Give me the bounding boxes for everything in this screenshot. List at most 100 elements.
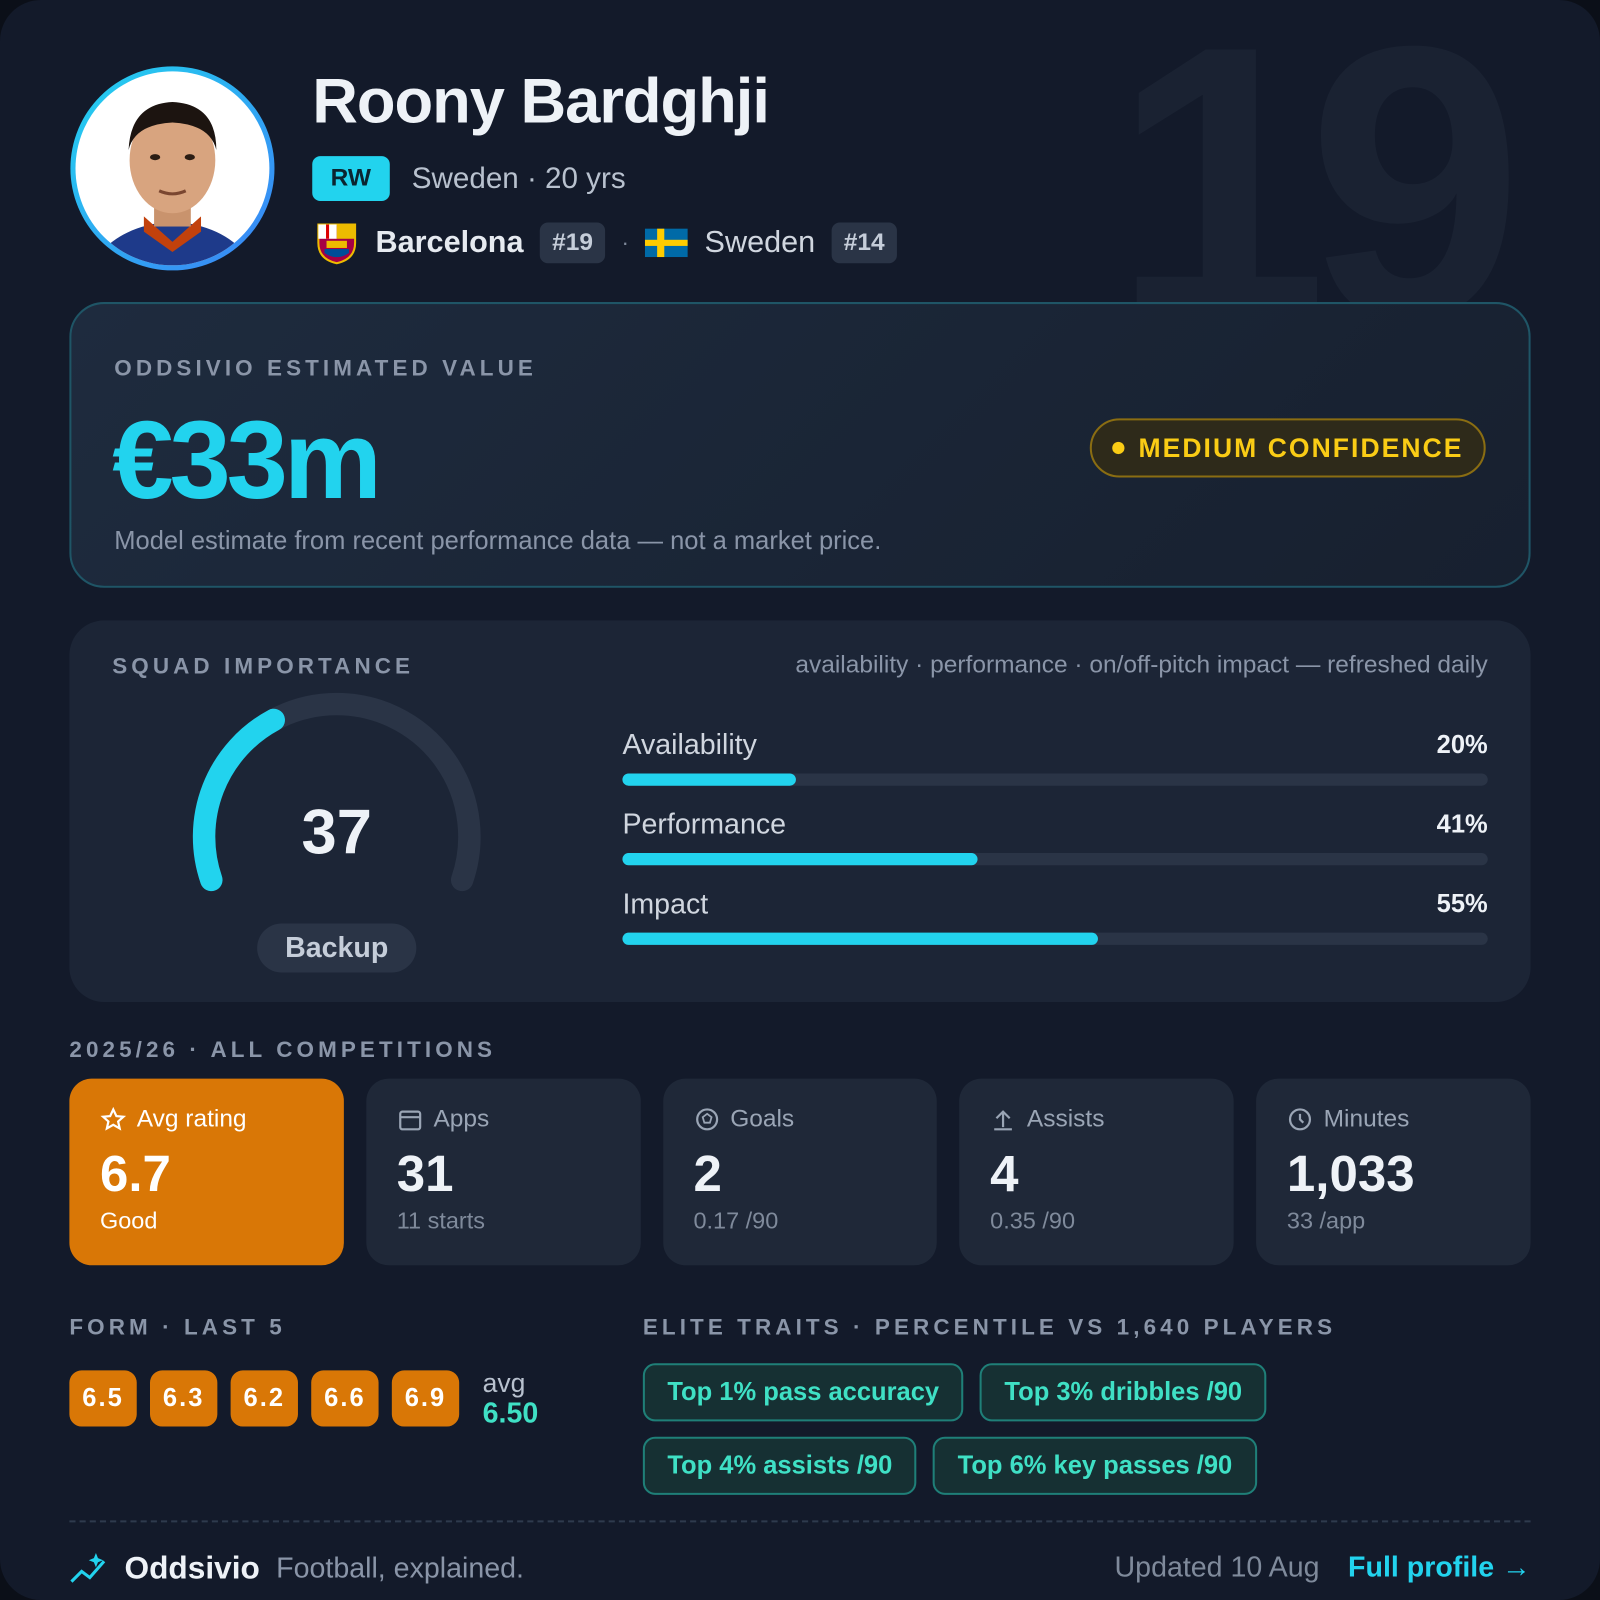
trait-chip: Top 4% assists /90 xyxy=(642,1436,917,1495)
club-crest xyxy=(317,223,357,265)
stat-label: Goals xyxy=(730,1105,795,1133)
gauge-fill xyxy=(192,708,285,892)
bar-name: Availability xyxy=(622,728,757,761)
stat-label: Apps xyxy=(433,1105,490,1133)
traits: Top 1% pass accuracy Top 3% dribbles /90 T… xyxy=(642,1363,1316,1495)
form-avg-value: 6.50 xyxy=(482,1396,539,1429)
national-team: Sweden xyxy=(704,225,816,260)
brand-logo xyxy=(70,1553,106,1583)
separator: · xyxy=(621,229,630,256)
form-rating: 6.9 xyxy=(391,1369,460,1427)
nationality-age: Sweden · 20 yrs xyxy=(411,161,626,195)
bar-track xyxy=(622,773,1488,786)
bar-value: 55% xyxy=(1436,889,1488,919)
stat-sub: 33 /app xyxy=(1286,1207,1366,1234)
updated: Updated 10 Aug xyxy=(1114,1551,1320,1583)
gauge: 37 xyxy=(192,692,481,892)
trait-chip: Top 1% pass accuracy xyxy=(642,1363,964,1422)
role-badge: Backup xyxy=(257,923,417,973)
stat-label: Minutes xyxy=(1323,1105,1410,1133)
stat-sub: Good xyxy=(99,1207,158,1234)
club-name: Barcelona xyxy=(375,225,524,260)
bar-value: 20% xyxy=(1436,730,1488,760)
value-panel: ODDSIVIO ESTIMATED VALUE €33m Model esti… xyxy=(69,302,1531,588)
stat-card: Assists 4 0.35 /90 xyxy=(959,1078,1234,1266)
stat-value: 2 xyxy=(693,1144,722,1203)
brand-tagline: Football, explained. xyxy=(276,1552,524,1584)
brand-row: Oddsivio Football, explained. xyxy=(69,1549,524,1588)
form-title: FORM · LAST 5 xyxy=(69,1314,286,1340)
stat-card: Goals 2 0.17 /90 xyxy=(662,1078,938,1266)
form-avg-label: avg xyxy=(482,1367,526,1398)
stat-card: Apps 31 11 starts xyxy=(366,1078,641,1266)
stat-label-row: Assists xyxy=(990,1105,1203,1134)
season-title: 2025/26 · ALL COMPETITIONS xyxy=(69,1036,497,1063)
stat-value: 4 xyxy=(990,1144,1019,1203)
position-badge: RW xyxy=(312,156,390,202)
confidence-text: MEDIUM CONFIDENCE xyxy=(1138,432,1464,463)
squad-panel: SQUAD IMPORTANCE availability · performa… xyxy=(69,620,1531,1003)
form-row: 6.5 6.3 6.2 6.6 6.9 avg 6.50 xyxy=(69,1367,538,1428)
stat-icon xyxy=(398,1110,422,1131)
stat-icon xyxy=(1289,1108,1312,1131)
stat-icon xyxy=(695,1108,718,1131)
value-amount: €33m xyxy=(112,397,382,522)
stat-sub: 0.17 /90 xyxy=(693,1207,779,1234)
stat-label-row: Goals xyxy=(693,1105,906,1134)
stat-value: 6.7 xyxy=(99,1144,171,1203)
bar-value: 41% xyxy=(1436,810,1488,839)
full-profile-link[interactable]: Full profile → xyxy=(1348,1551,1531,1583)
bars: Availability 20% Performance 41% Impact 55% xyxy=(622,722,1488,962)
stat-label-row: Avg rating xyxy=(100,1105,313,1134)
bar-track xyxy=(622,853,1488,866)
form-rating: 6.3 xyxy=(149,1369,218,1427)
stat-icon xyxy=(100,1106,127,1131)
stat-card: Avg rating 6.7 Good xyxy=(69,1078,344,1266)
bar-row: Availability 20% xyxy=(622,722,1488,802)
footer-right: Updated 10 Aug Full profile → xyxy=(1115,1551,1531,1584)
stat-label: Assists xyxy=(1026,1105,1105,1133)
bar-row: Impact 55% xyxy=(622,882,1488,962)
stat-label-row: Minutes xyxy=(1287,1105,1500,1134)
value-label: ODDSIVIO ESTIMATED VALUE xyxy=(114,355,537,381)
bar-row: Performance 41% xyxy=(622,802,1488,882)
avatar xyxy=(70,66,275,271)
confidence-badge: MEDIUM CONFIDENCE xyxy=(1089,418,1486,478)
bar-fill xyxy=(622,773,796,786)
bar-fill xyxy=(622,853,978,866)
meta-row: RW Sweden · 20 yrs xyxy=(312,156,626,202)
stat-value: 31 xyxy=(396,1144,454,1203)
trait-chip: Top 6% key passes /90 xyxy=(933,1436,1257,1495)
form-rating: 6.5 xyxy=(69,1369,137,1427)
form-rating: 6.6 xyxy=(311,1369,379,1427)
gauge-value: 37 xyxy=(302,797,372,867)
bar-fill xyxy=(622,932,1099,945)
confidence-dot xyxy=(1111,441,1125,455)
bar-name: Performance xyxy=(622,808,787,840)
squad-title: SQUAD IMPORTANCE xyxy=(112,653,415,679)
brand-name: Oddsivio xyxy=(124,1549,260,1586)
divider xyxy=(69,1520,1531,1523)
stat-sub: 0.35 /90 xyxy=(990,1207,1076,1234)
stat-icon xyxy=(994,1110,1013,1131)
trait-chip: Top 3% dribbles /90 xyxy=(979,1363,1267,1422)
club-number: #19 xyxy=(539,222,606,264)
value-note: Model estimate from recent performance d… xyxy=(114,526,882,556)
squad-subtitle: availability · performance · on/off-pitc… xyxy=(795,651,1488,679)
national-number: #14 xyxy=(831,222,897,264)
stat-card: Minutes 1,033 33 /app xyxy=(1256,1078,1531,1266)
stat-sub: 11 starts xyxy=(396,1207,485,1234)
bar-track xyxy=(622,932,1488,945)
stat-cards: Avg rating 6.7 Good Apps 31 11 starts Goals 2 0.… xyxy=(69,1078,1531,1266)
stat-label: Avg rating xyxy=(136,1105,247,1133)
traits-title: ELITE TRAITS · PERCENTILE VS 1,640 PLAYE… xyxy=(642,1314,1337,1340)
stat-value: 1,033 xyxy=(1286,1144,1415,1203)
form-average: avg 6.50 xyxy=(483,1367,539,1428)
bar-name: Impact xyxy=(622,887,709,920)
player-name: Roony Bardghji xyxy=(312,66,770,137)
form-rating: 6.2 xyxy=(230,1369,298,1427)
flag-sweden xyxy=(645,228,689,258)
club-row: Barcelona #19 · Sweden #14 xyxy=(314,220,897,265)
